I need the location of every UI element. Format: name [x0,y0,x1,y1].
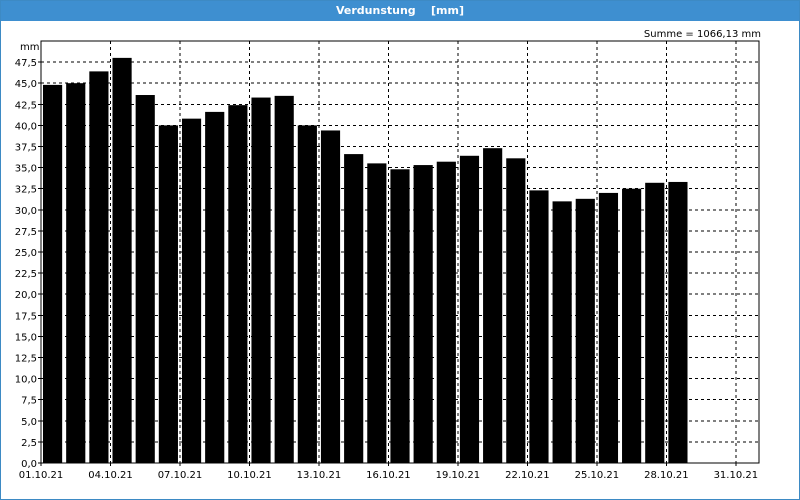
bar [274,95,294,464]
y-tick-label: 25,0 [15,248,37,259]
x-tick-label: 01.10.21 [19,470,64,481]
y-tick-label: 2,5 [21,438,37,449]
y-tick-label: 5,0 [21,417,37,428]
plot-border [40,40,760,464]
bar [112,57,132,463]
y-tick-label: 42,5 [15,100,37,111]
bar [390,169,410,463]
bar [483,148,503,464]
bar [506,158,526,464]
bar [66,83,86,463]
axes [38,40,760,466]
bar [89,71,109,463]
x-tick-label: 28.10.21 [644,470,689,481]
bar [529,190,549,463]
bar [181,118,202,463]
bar [622,188,642,463]
bar [436,161,456,463]
x-tick-label: 16.10.21 [366,470,411,481]
tick-labels: 0,0 2,5 5,0 7,5 10,0 12,5 15,0 17,5 20,0 22,5 25,0… [15,58,758,481]
y-tick-label: 12,5 [15,354,37,365]
x-tick-label: 07.10.21 [158,470,203,481]
y-tick-label: 0,0 [21,459,37,470]
bar [205,111,225,463]
x-tick-label: 25.10.21 [575,470,620,481]
grid [41,41,759,463]
y-tick-label: 30,0 [15,206,37,217]
bar [135,95,155,464]
bars [43,57,688,464]
y-tick-label: 32,5 [15,185,37,196]
bar [598,192,619,464]
y-tick-label: 40,0 [15,121,37,132]
bar [575,198,595,463]
sum-annotation: Summe = 1066,13 mm [644,29,761,40]
bar [297,125,317,464]
bar [459,155,480,463]
y-tick-label: 7,5 [21,396,37,407]
x-tick-label: 10.10.21 [227,470,272,481]
y-tick-label: 20,0 [15,290,37,301]
y-axis-unit-label: mm [20,42,39,53]
bar [413,165,433,463]
x-tick-label: 31.10.21 [714,470,759,481]
bar [228,105,248,464]
bar [552,201,572,464]
y-tick-label: 27,5 [15,227,37,238]
x-tick-label: 04.10.21 [88,470,133,481]
y-tick-label: 35,0 [15,164,37,175]
bar [320,130,341,464]
bar [251,97,271,463]
y-tick-label: 37,5 [15,143,37,154]
x-tick-label: 13.10.21 [297,470,342,481]
bar [158,125,178,464]
y-tick-label: 45,0 [15,79,37,90]
y-tick-label: 10,0 [15,375,37,386]
y-tick-label: 22,5 [15,269,37,280]
bar [344,154,364,463]
y-tick-label: 47,5 [15,58,37,69]
x-tick-label: 22.10.21 [505,470,550,481]
y-tick-label: 17,5 [15,311,37,322]
y-tick-label: 15,0 [15,332,37,343]
bar [645,182,665,464]
chart-title: Verdunstung [mm] [1,1,799,21]
bar [668,181,688,463]
bar [367,163,387,463]
x-tick-label: 19.10.21 [436,470,481,481]
bar [43,84,63,463]
